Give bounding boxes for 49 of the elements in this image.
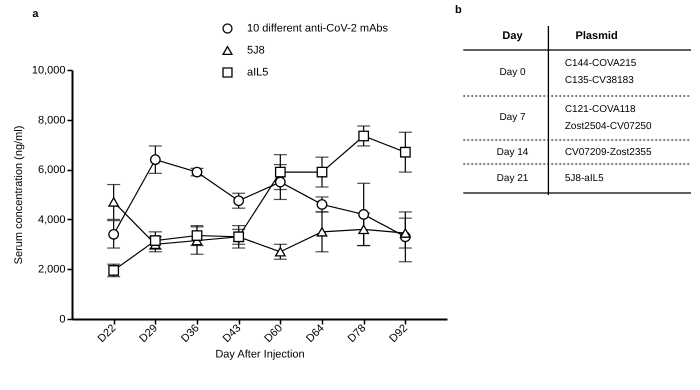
- point: [150, 235, 161, 246]
- y-tick-label: 2,000: [38, 264, 66, 276]
- legend-label: aIL5: [247, 66, 268, 78]
- x-axis-title: Day After Injection: [215, 348, 305, 360]
- text: b: [455, 4, 462, 16]
- point: [274, 176, 286, 188]
- point: [316, 166, 328, 178]
- point: [400, 228, 411, 238]
- x-tick-label: D29: [137, 322, 160, 346]
- point: [400, 146, 411, 158]
- text: Day 21: [496, 173, 529, 184]
- text: Day: [502, 30, 524, 42]
- point: [150, 154, 161, 166]
- x-tick-label: D60: [262, 322, 286, 346]
- x-tick-label: D43: [220, 322, 244, 346]
- y-tick-label: 8,000: [38, 114, 66, 126]
- y-tick-label: 6,000: [38, 164, 66, 176]
- point: [316, 227, 328, 237]
- text: C121-COVA118: [564, 104, 636, 115]
- point: [274, 166, 286, 178]
- text: Day 7: [499, 112, 526, 123]
- y-tick-label: 10,000: [32, 64, 66, 76]
- y-tick-label: 4,000: [38, 214, 66, 226]
- text: a: [32, 8, 40, 20]
- text: Day 0: [499, 67, 526, 78]
- text: 5J8-aIL5: [564, 173, 604, 184]
- y-axis-title: Serum concentration (ng/ml): [12, 126, 25, 264]
- point: [108, 197, 120, 207]
- legend-label: 5J8: [247, 44, 265, 56]
- legend-label: 10 different anti-CoV-2 mAbs: [247, 22, 389, 34]
- x-tick-label: D64: [304, 322, 327, 346]
- x-tick-label: D78: [346, 322, 368, 346]
- point: [274, 247, 286, 257]
- point: [108, 228, 120, 240]
- text: C135-CV38183: [564, 75, 634, 86]
- text: Zost2504-CV07250: [564, 121, 652, 132]
- x-tick-label: D36: [178, 322, 202, 346]
- point: [358, 130, 370, 142]
- text: Plasmid: [576, 30, 618, 42]
- point: [358, 209, 370, 220]
- point: [192, 230, 202, 241]
- y-tick-label: 0: [59, 314, 66, 326]
- point: [233, 195, 244, 206]
- x-tick-label: D92: [387, 322, 410, 346]
- text: Day 14: [496, 147, 529, 158]
- point: [358, 224, 370, 234]
- text: C144-COVA215: [564, 58, 637, 69]
- x-tick-label: D22: [96, 322, 118, 346]
- text: CV07209-Zost2355: [564, 147, 652, 158]
